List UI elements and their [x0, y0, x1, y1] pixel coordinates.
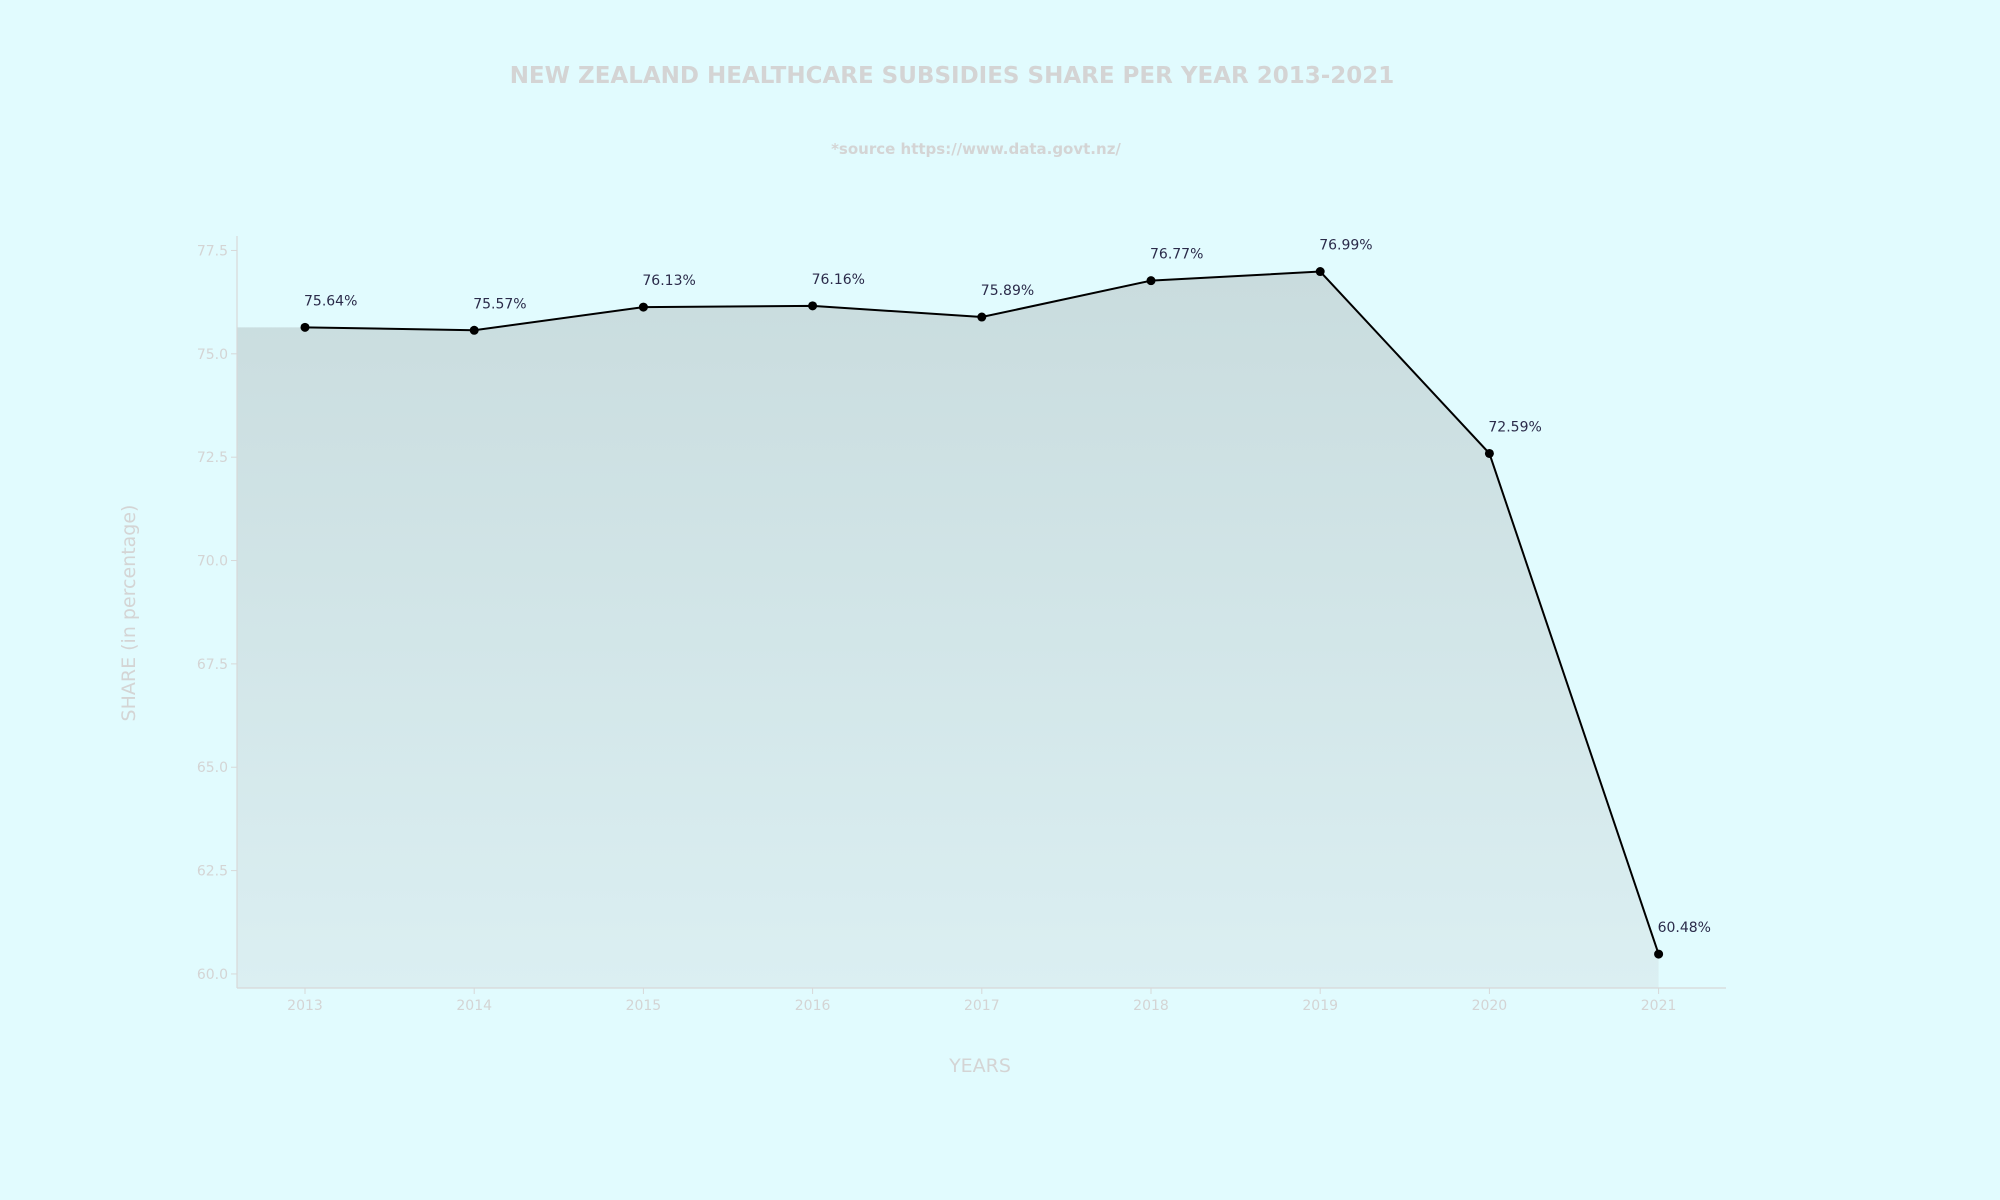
- data-point: [469, 325, 479, 335]
- data-label: 75.64%: [304, 293, 357, 309]
- chart-subtitle: *source https://www.data.govt.nz/: [831, 140, 1121, 158]
- y-tick-label: 62.5: [197, 864, 228, 880]
- data-point: [808, 301, 818, 311]
- data-label: 76.99%: [1319, 238, 1372, 254]
- data-label: 76.16%: [812, 272, 865, 288]
- x-axis-title: YEARS: [948, 1055, 1011, 1077]
- x-tick-label: 2018: [1133, 998, 1169, 1014]
- data-point: [1315, 267, 1325, 277]
- x-tick-label: 2019: [1302, 998, 1338, 1014]
- y-tick-label: 60.0: [197, 967, 228, 983]
- data-point: [1146, 276, 1156, 286]
- data-points: [300, 267, 1664, 959]
- x-tick-label: 2016: [795, 998, 831, 1014]
- y-tick-label: 77.5: [197, 243, 228, 259]
- data-point: [977, 312, 987, 322]
- data-label: 75.89%: [981, 283, 1034, 299]
- data-label: 76.13%: [642, 273, 695, 289]
- data-point: [300, 322, 310, 332]
- y-axis-ticks: 60.0 62.5 65.0 67.5 70.0 72.5 75.0 77.5: [197, 243, 237, 983]
- y-tick-label: 67.5: [197, 657, 228, 673]
- y-tick-label: 65.0: [197, 760, 228, 776]
- x-tick-label: 2020: [1472, 998, 1508, 1014]
- y-tick-label: 72.5: [197, 450, 228, 466]
- x-tick-label: 2017: [964, 998, 1000, 1014]
- data-point: [1654, 949, 1664, 959]
- x-axis-ticks: 2013 2014 2015 2016 2017 2018 2019 2020 2021: [287, 988, 1676, 1014]
- data-point: [638, 302, 648, 312]
- area-fill: [237, 271, 1659, 988]
- y-tick-label: 70.0: [197, 554, 228, 570]
- y-axis-title: SHARE (in percentage): [118, 505, 140, 722]
- x-tick-label: 2013: [287, 998, 323, 1014]
- x-tick-label: 2015: [626, 998, 662, 1014]
- data-label: 72.59%: [1488, 419, 1541, 435]
- chart-title: NEW ZEALAND HEALTHCARE SUBSIDIES SHARE P…: [510, 63, 1395, 89]
- x-tick-label: 2014: [456, 998, 492, 1014]
- y-tick-label: 75.0: [197, 347, 228, 363]
- data-point: [1484, 448, 1494, 458]
- area-layer: [237, 271, 1659, 988]
- data-labels: 75.64% 75.57% 76.13% 76.16% 75.89% 76.77% 76.9…: [304, 238, 1711, 937]
- data-label: 75.57%: [473, 296, 526, 312]
- data-label: 60.48%: [1658, 920, 1711, 936]
- data-label: 76.77%: [1150, 247, 1203, 263]
- x-tick-label: 2021: [1641, 998, 1677, 1014]
